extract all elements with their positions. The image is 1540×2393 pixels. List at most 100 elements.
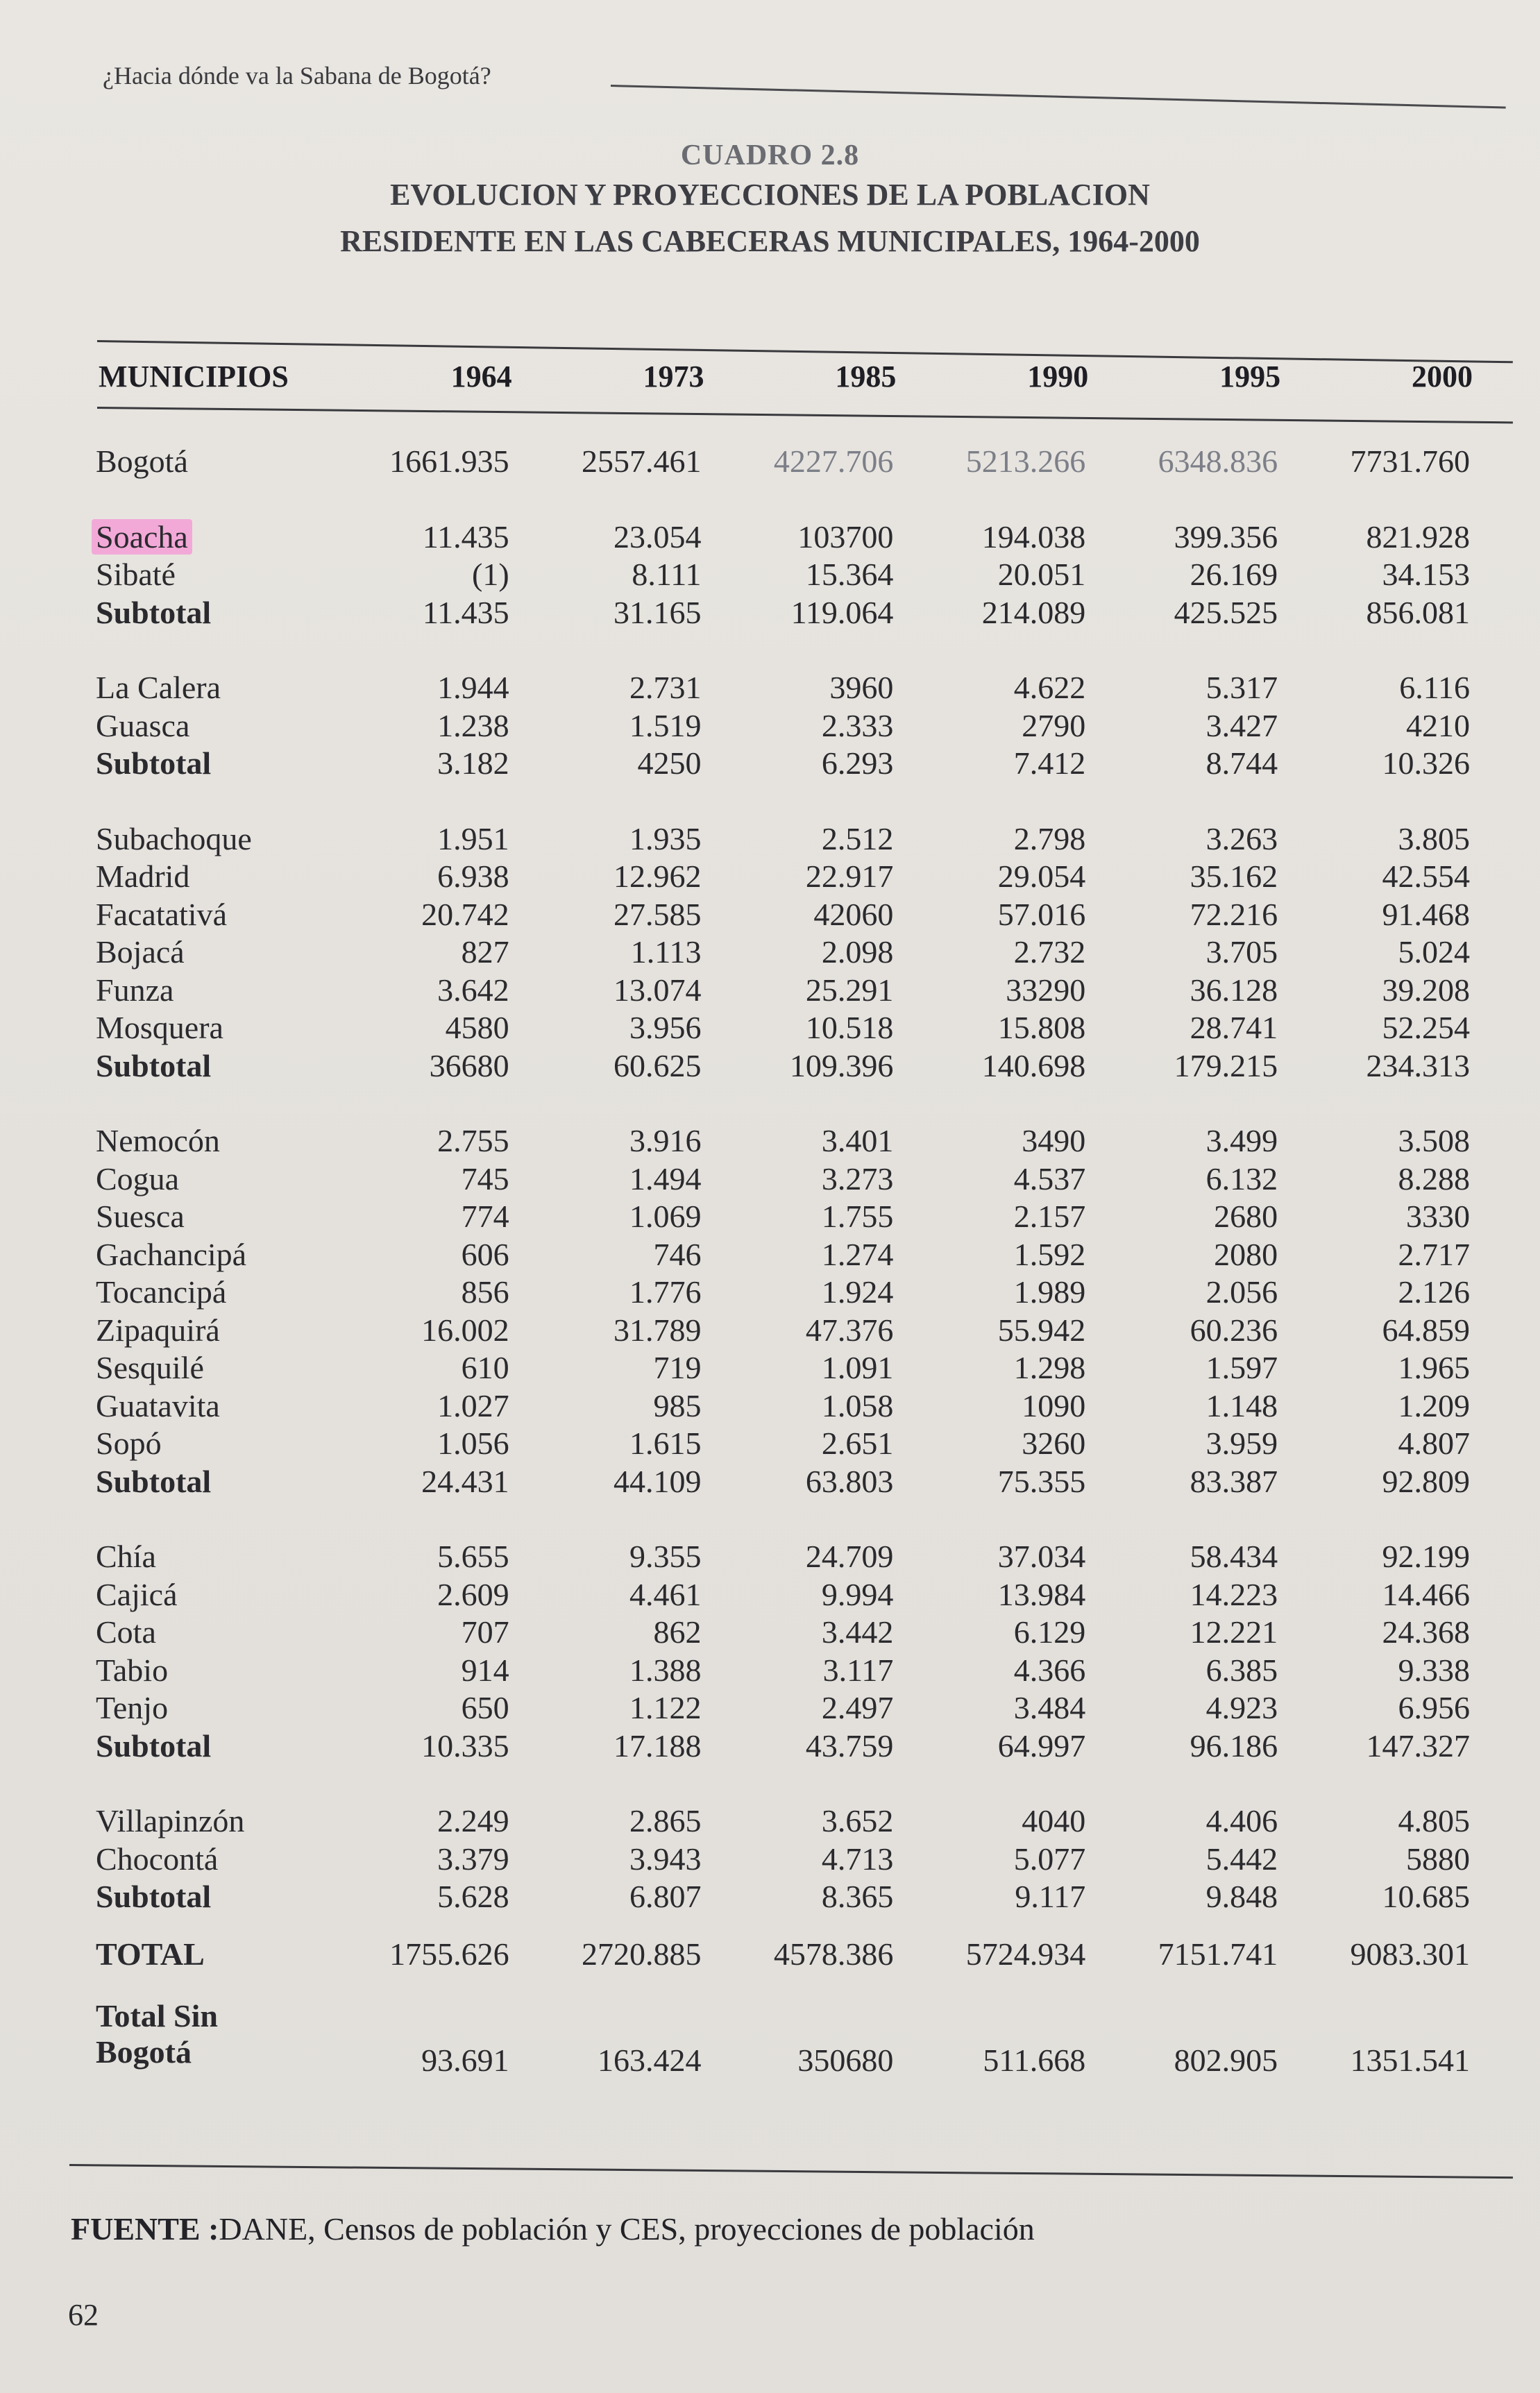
header-1995: 1995 xyxy=(1219,359,1281,394)
value-1985: 1.058 xyxy=(821,1387,894,1423)
value-1964: 10.335 xyxy=(421,1727,509,1764)
municipio-name: Mosquera xyxy=(96,1010,223,1045)
municipio-name: Villapinzón xyxy=(96,1803,245,1838)
value-2000: 14.466 xyxy=(1382,1576,1471,1612)
value-2000: 1.209 xyxy=(1398,1387,1471,1423)
value-1985: 47.376 xyxy=(805,1312,894,1348)
value-1995: 2.056 xyxy=(1205,1274,1278,1310)
value-1990: 5.077 xyxy=(1013,1841,1086,1877)
value-1964: 650 xyxy=(461,1690,509,1725)
subtotal-row-sub4: Subtotal 24.431 44.109 63.803 75.355 83.387 92… xyxy=(69,1463,1485,1501)
value-1973: 746 xyxy=(653,1236,702,1272)
value-1985: 1.274 xyxy=(821,1236,894,1272)
value-2000: 3.508 xyxy=(1398,1123,1471,1158)
value-1990: 2790 xyxy=(1022,707,1086,743)
municipio-name: Total Sin Bogotá xyxy=(69,1993,332,2081)
value-1973: 31.165 xyxy=(614,594,702,630)
table-body: Bogotá 1661.935 2557.461 4227.706 5213.266 63… xyxy=(69,405,1485,2081)
municipio-name: Chía xyxy=(96,1539,156,1574)
header-1990: 1990 xyxy=(1027,359,1089,394)
value-2000: 92.199 xyxy=(1382,1539,1471,1574)
municipio-name: Bogotá xyxy=(96,443,188,479)
value-1964: 3.182 xyxy=(437,745,509,781)
municipio-name: Suesca xyxy=(96,1199,185,1234)
value-1964: 3.642 xyxy=(437,972,509,1008)
municipio-row-madrid: Madrid 6.938 12.962 22.917 29.054 35.162 42.55… xyxy=(69,858,1485,896)
table-number: CUADRO 2.8 xyxy=(680,139,860,171)
row-gap xyxy=(69,1765,1485,1802)
municipio-row-sesquile: Sesquilé 610 719 1.091 1.298 1.597 1.965 xyxy=(69,1349,1485,1387)
value-1995: 14.223 xyxy=(1190,1576,1278,1612)
value-1973: 1.776 xyxy=(629,1274,702,1310)
value-1985: 4227.706 xyxy=(773,443,894,479)
value-1964: 914 xyxy=(461,1652,509,1688)
row-gap xyxy=(69,405,1485,443)
value-1995: 35.162 xyxy=(1190,859,1278,894)
value-2000: 91.468 xyxy=(1382,896,1471,932)
value-1964: 1661.935 xyxy=(389,443,509,479)
value-1964: 610 xyxy=(461,1350,509,1385)
value-1973: 2.865 xyxy=(629,1803,702,1838)
municipio-row-lacalera: La Calera 1.944 2.731 3960 4.622 5.317 6.116 xyxy=(69,669,1485,707)
value-1995: 179.215 xyxy=(1174,1047,1278,1083)
value-1973: 6.807 xyxy=(629,1879,702,1914)
value-1973: 27.585 xyxy=(614,896,702,932)
value-2000: 6.116 xyxy=(1399,670,1470,705)
value-2000: 5880 xyxy=(1406,1841,1470,1877)
row-gap xyxy=(69,783,1485,820)
value-1985: 1.091 xyxy=(821,1350,894,1385)
row-gap xyxy=(69,1085,1485,1122)
header-1964: 1964 xyxy=(450,359,512,394)
municipio-name: Cota xyxy=(96,1614,156,1650)
municipio-name: Tabio xyxy=(96,1652,169,1688)
value-2000: 821.928 xyxy=(1366,518,1471,555)
municipio-name: Sibaté xyxy=(96,557,176,592)
value-1964: 707 xyxy=(461,1614,509,1650)
municipio-name: Guasca xyxy=(96,707,190,743)
value-1964: 774 xyxy=(461,1199,509,1234)
header-municipios: MUNICIPIOS xyxy=(99,359,289,394)
value-1990: 1.989 xyxy=(1013,1274,1086,1310)
value-2000: 8.288 xyxy=(1398,1160,1471,1196)
value-1964: 36680 xyxy=(429,1047,509,1083)
value-1995: 58.434 xyxy=(1190,1539,1278,1574)
municipio-row-cogua: Cogua 745 1.494 3.273 4.537 6.132 8.288 xyxy=(69,1160,1485,1199)
subtotal-row-sub3: Subtotal 36680 60.625 109.396 140.698 179.215… xyxy=(69,1047,1485,1085)
municipio-row-tabio: Tabio 914 1.388 3.117 4.366 6.385 9.338 xyxy=(69,1652,1485,1690)
value-1995: 83.387 xyxy=(1190,1463,1278,1499)
value-1995: 425.525 xyxy=(1174,594,1278,630)
table-title-line-2: RESIDENTE EN LAS CABECERAS MUNICIPALES, … xyxy=(340,224,1200,258)
municipio-name: Zipaquirá xyxy=(96,1312,220,1348)
value-1995: 8.744 xyxy=(1205,745,1278,781)
value-1985: 15.364 xyxy=(805,557,894,592)
value-2000: 4210 xyxy=(1406,707,1470,743)
municipio-row-choconta: Chocontá 3.379 3.943 4.713 5.077 5.442 5880 xyxy=(69,1841,1485,1879)
value-1990: 15.808 xyxy=(997,1010,1086,1045)
value-1985: 25.291 xyxy=(805,972,894,1008)
value-1990: 194.038 xyxy=(981,518,1086,555)
value-1995: 6.385 xyxy=(1205,1652,1278,1688)
value-2000: 9083.301 xyxy=(1350,1936,1471,1972)
value-1964: 4580 xyxy=(445,1010,509,1045)
subtotal-row-sub1: Subtotal 11.435 31.165 119.064 214.089 425.52… xyxy=(69,594,1485,632)
value-1995: 4.923 xyxy=(1205,1690,1278,1725)
municipio-name: Bojacá xyxy=(96,934,185,970)
value-1964: 1.027 xyxy=(437,1387,509,1423)
value-1995: 3.959 xyxy=(1205,1426,1278,1461)
value-1973: 3.943 xyxy=(629,1841,702,1877)
value-1973: 163.424 xyxy=(598,2042,702,2078)
value-1990: 6.129 xyxy=(1013,1614,1086,1650)
value-1990: 9.117 xyxy=(1015,1879,1086,1914)
value-1985: 2.512 xyxy=(821,820,894,856)
highlighted-municipio: Soacha xyxy=(92,518,192,555)
value-1985: 3.442 xyxy=(821,1614,894,1650)
municipio-row-sopo: Sopó 1.056 1.615 2.651 3260 3.959 4.807 xyxy=(69,1425,1485,1463)
municipio-name: TOTAL xyxy=(96,1936,205,1972)
municipio-name: Soacha xyxy=(69,518,332,557)
value-1995: 3.499 xyxy=(1205,1123,1278,1158)
value-1973: 31.789 xyxy=(614,1312,702,1348)
municipio-name: Subtotal xyxy=(96,1047,212,1083)
total-row-total_sin: Total Sin Bogotá 93.691 163.424 350680 511.66… xyxy=(69,1993,1485,2081)
value-1990: 1090 xyxy=(1022,1387,1086,1423)
value-1964: 6.938 xyxy=(437,859,509,894)
